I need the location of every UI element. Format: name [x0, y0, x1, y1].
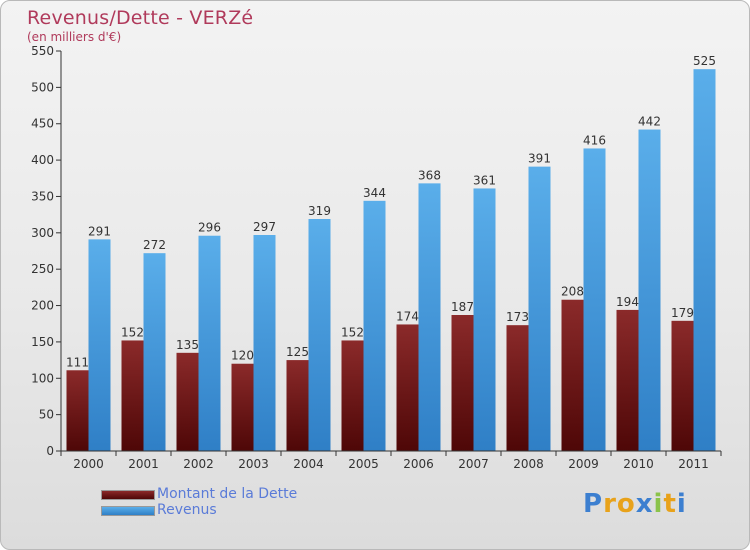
y-tick-label: 500 — [31, 80, 54, 94]
data-label-revenus: 416 — [583, 133, 606, 147]
data-label-revenus: 525 — [693, 54, 716, 68]
data-label-dette: 208 — [561, 285, 584, 299]
x-tick-label: 2002 — [183, 457, 214, 471]
value-labels-group: 111 291 152 272 135 296 120 297 125 319 152 344 174 3… — [66, 54, 716, 369]
data-label-dette: 152 — [341, 325, 364, 339]
data-label-revenus: 344 — [363, 186, 386, 200]
bar-dette — [121, 340, 144, 451]
y-tick-label: 400 — [31, 153, 54, 167]
y-tick-label: 150 — [31, 335, 54, 349]
bar-dette — [341, 340, 364, 451]
data-label-revenus: 291 — [88, 224, 111, 238]
proxiti-logo: Proxiti — [583, 489, 687, 519]
chart-title: Revenus/Dette - VERZé — [27, 7, 254, 29]
bar-revenus — [198, 235, 221, 451]
bar-dette — [66, 370, 89, 451]
x-tick-label: 2001 — [128, 457, 159, 471]
y-tick-label: 200 — [31, 299, 54, 313]
x-tick-label: 2000 — [73, 457, 104, 471]
data-label-dette: 120 — [231, 349, 254, 363]
logo-letter: i — [676, 489, 687, 519]
x-tick-label: 2004 — [293, 457, 324, 471]
bar-revenus — [528, 166, 551, 452]
y-tick-label: 0 — [46, 444, 54, 458]
y-tick-label: 350 — [31, 189, 54, 203]
y-axis: 0 50 100 150 200 250 300 350 400 450 500 550 — [31, 44, 62, 458]
data-label-revenus: 272 — [143, 238, 166, 252]
x-tick-label: 2003 — [238, 457, 269, 471]
x-tick-label: 2008 — [513, 457, 544, 471]
logo-letter: P — [583, 489, 604, 519]
legend-swatch-debt — [101, 490, 155, 500]
data-label-dette: 187 — [451, 300, 474, 314]
y-tick-label: 250 — [31, 262, 54, 276]
data-label-dette: 173 — [506, 310, 529, 324]
y-tick-label: 450 — [31, 117, 54, 131]
bar-revenus — [363, 200, 386, 451]
bar-dette — [396, 324, 419, 451]
y-tick-label: 100 — [31, 371, 54, 385]
x-tick-label: 2011 — [678, 457, 709, 471]
data-label-revenus: 296 — [198, 221, 221, 235]
x-tick-label: 2005 — [348, 457, 379, 471]
bar-dette — [451, 315, 474, 451]
logo-letter: t — [663, 489, 677, 519]
logo-letter: r — [603, 489, 617, 519]
data-label-revenus: 319 — [308, 204, 331, 218]
data-label-dette: 174 — [396, 309, 419, 323]
bar-revenus — [143, 253, 166, 451]
bar-dette — [506, 325, 529, 451]
data-label-revenus: 297 — [253, 220, 276, 234]
bar-revenus — [473, 188, 496, 452]
data-label-revenus: 442 — [638, 115, 661, 129]
bar-dette — [561, 299, 584, 451]
x-tick-label: 2010 — [623, 457, 654, 471]
data-label-revenus: 361 — [473, 173, 496, 187]
bars-group — [66, 69, 716, 452]
y-tick-label: 300 — [31, 226, 54, 240]
bar-dette — [671, 320, 694, 451]
x-tick-label: 2007 — [458, 457, 489, 471]
x-axis: 2000 2001 2002 2003 2004 2005 2006 2007 2008 2009… — [60, 450, 722, 471]
legend-swatch-revenus — [101, 506, 155, 516]
data-label-dette: 135 — [176, 338, 199, 352]
data-label-dette: 125 — [286, 345, 309, 359]
x-tick-label: 2009 — [568, 457, 599, 471]
legend-label-revenus: Revenus — [157, 502, 217, 518]
bar-revenus — [583, 148, 606, 452]
bar-revenus — [253, 235, 276, 451]
bar-dette — [286, 360, 309, 451]
chart-subtitle: (en milliers d'€) — [27, 30, 122, 44]
legend-label-debt: Montant de la Dette — [157, 486, 298, 502]
y-tick-label: 550 — [31, 44, 54, 58]
data-label-revenus: 391 — [528, 152, 551, 166]
data-label-dette: 152 — [121, 325, 144, 339]
bar-dette — [616, 309, 639, 451]
logo-letter: i — [653, 489, 664, 519]
data-label-revenus: 368 — [418, 168, 441, 182]
bar-revenus — [638, 129, 661, 451]
bar-dette — [176, 352, 199, 451]
bar-revenus — [418, 183, 441, 451]
bar-dette — [231, 363, 254, 451]
data-label-dette: 194 — [616, 295, 639, 309]
bar-revenus — [693, 69, 716, 451]
x-tick-label: 2006 — [403, 457, 434, 471]
data-label-dette: 179 — [671, 306, 694, 320]
bar-revenus — [88, 239, 111, 451]
logo-letter: x — [635, 489, 654, 519]
y-tick-label: 50 — [39, 408, 54, 422]
data-label-dette: 111 — [66, 355, 89, 369]
logo-letter: o — [616, 489, 636, 519]
bar-revenus — [308, 219, 331, 451]
